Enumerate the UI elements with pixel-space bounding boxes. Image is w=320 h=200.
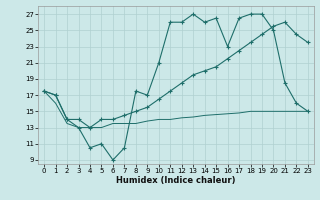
- X-axis label: Humidex (Indice chaleur): Humidex (Indice chaleur): [116, 176, 236, 185]
